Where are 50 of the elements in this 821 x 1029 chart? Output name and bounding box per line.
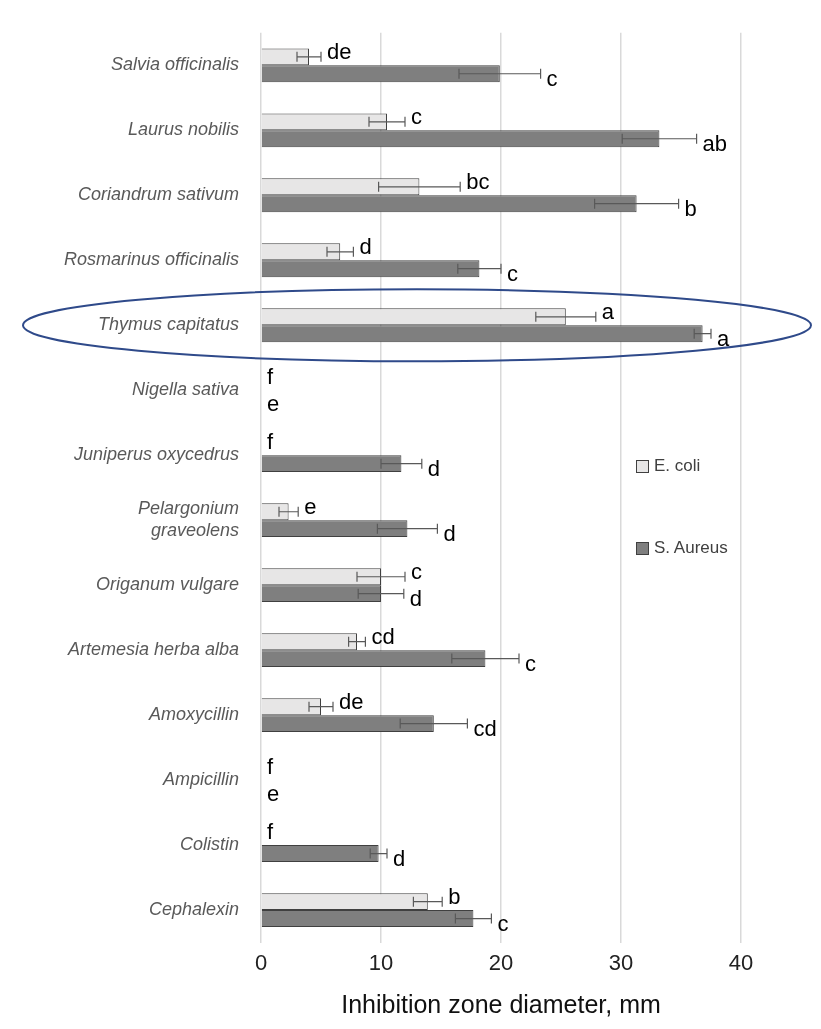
y-tick-label: Thymus capitatus (97, 314, 239, 335)
data-label: e (267, 390, 280, 416)
data-label: de (339, 688, 364, 714)
y-tick-label: Laurus nobilis (127, 119, 239, 140)
data-label: d (359, 233, 372, 259)
y-tick-label: Salvia officinalis (110, 54, 239, 75)
y-tick-label: Origanum vulgare (95, 574, 239, 595)
data-label: a (601, 298, 615, 324)
data-label: e (304, 493, 317, 519)
data-label: bc (466, 168, 490, 194)
data-label: b (684, 195, 697, 221)
y-tick-label: Cephalexin (148, 899, 239, 920)
x-tick-label: 20 (488, 949, 514, 975)
data-label: c (525, 650, 536, 676)
data-label: d (393, 845, 406, 871)
y-tick-label: Artemesia herba alba (66, 639, 239, 660)
data-label: e (267, 780, 280, 806)
y-tick-label: Coriandrum sativum (77, 184, 239, 205)
y-tick-label: Amoxycillin (147, 704, 239, 725)
data-label: c (497, 910, 509, 936)
data-label: f (267, 753, 274, 779)
legend-label: S. Aureus (654, 538, 728, 558)
data-label: a (717, 325, 730, 351)
data-label: cd (473, 715, 497, 741)
data-label: cd (371, 623, 395, 649)
data-label: de (327, 38, 352, 64)
data-label: d (409, 585, 423, 611)
data-label: d (427, 455, 441, 481)
x-tick-label: 30 (608, 949, 634, 975)
x-tick-label: 40 (728, 949, 754, 975)
data-label: f (267, 428, 274, 454)
data-label: f (267, 363, 274, 389)
x-axis-title: Inhibition zone diameter, mm (341, 989, 661, 1018)
data-label: c (411, 558, 422, 584)
y-tick-label: Colistin (179, 834, 239, 855)
data-label: b (448, 883, 461, 909)
data-label: ab (702, 130, 728, 156)
x-tick-label: 0 (254, 949, 268, 975)
y-tick-label: Ampicillin (161, 769, 239, 790)
data-label: d (443, 520, 456, 546)
y-tick-label: Nigella sativa (131, 379, 239, 400)
y-tick-label: Rosmarinus officinalis (63, 249, 239, 270)
data-label: c (411, 103, 422, 129)
data-label: c (546, 65, 558, 91)
data-label: c (507, 260, 518, 286)
legend-label: E. coli (654, 456, 701, 476)
y-tick-label: Pelargonium graveolens (137, 498, 239, 540)
x-tick-label: 10 (368, 949, 394, 975)
data-label: f (267, 818, 274, 844)
y-tick-label: Juniperus oxycedrus (72, 444, 239, 465)
